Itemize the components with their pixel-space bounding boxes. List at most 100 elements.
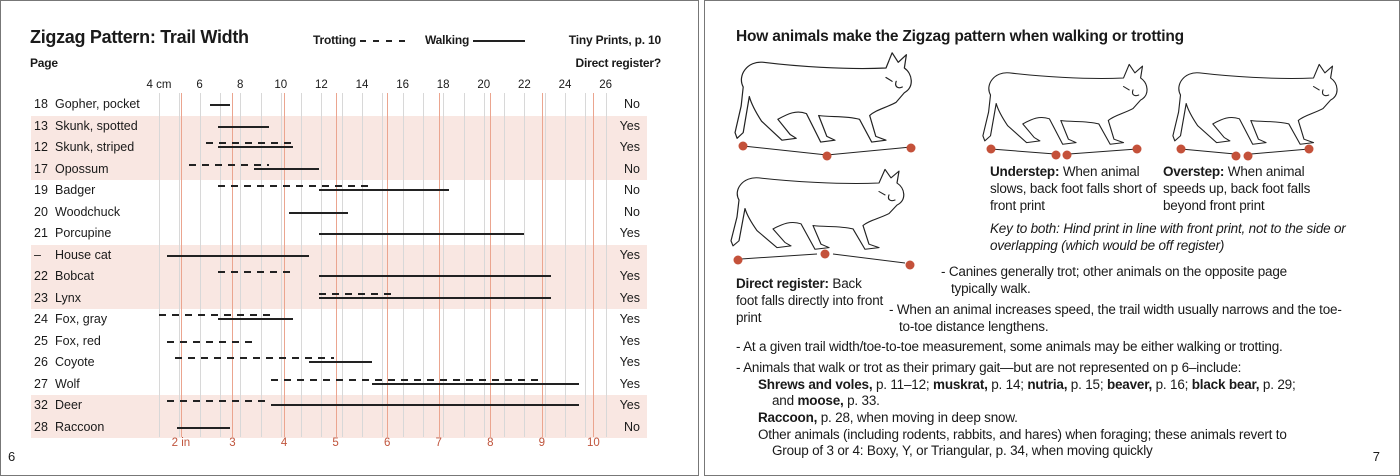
direct-register-value: Yes <box>619 376 640 391</box>
understep-term: Understep: <box>990 164 1060 179</box>
raccoon-label: Raccoon, <box>758 410 818 425</box>
direct-register-value: Yes <box>619 312 640 326</box>
page-ref: 22 <box>34 269 48 283</box>
animal-name: Bobcat <box>55 269 94 283</box>
row-label: 22 Bobcat <box>34 269 94 283</box>
left-page: Zigzag Pattern: Trail Width Trotting Wal… <box>0 0 699 476</box>
bullet-speed: - When an animal increases speed, the tr… <box>889 302 1342 334</box>
trotting-range-bar <box>175 357 334 359</box>
cm-gridline <box>362 93 363 437</box>
trotting-range-bar <box>217 271 293 273</box>
animal-name: Fox, gray <box>55 312 108 326</box>
cm-gridline <box>382 93 384 437</box>
direct-register-value: Yes <box>619 333 640 348</box>
page-ref: 27 <box>34 376 48 391</box>
cm-gridline <box>483 93 485 437</box>
trotting-range-bar <box>167 400 269 402</box>
direct-register-text: Back foot falls directly into front prin… <box>736 276 884 325</box>
cm-gridline <box>402 93 404 437</box>
legend-trotting-label: Trotting <box>313 33 357 47</box>
row-label: 19 Badger <box>34 183 95 197</box>
walking-range-bar <box>177 426 231 429</box>
cm-gridline <box>524 93 526 437</box>
walking-range-bar <box>270 404 580 406</box>
understep-caption: Understep: When animal slows, back foot … <box>990 163 1160 214</box>
include-other1: Other animals (including rodents, rabbit… <box>758 427 1287 442</box>
animal-name: Wolf <box>55 376 80 391</box>
page-ref: 12 <box>34 140 48 154</box>
cm-tick-label: 14 <box>355 79 369 91</box>
direct-register-value: No <box>624 419 640 434</box>
animal-name: Gopher, pocket <box>55 97 140 111</box>
dashed-line-swatch <box>360 39 407 42</box>
trotting-range-bar <box>167 340 257 343</box>
cm-gridline <box>321 93 323 437</box>
row-shading <box>31 416 647 438</box>
cm-tick-label: 22 <box>517 79 531 91</box>
inch-tick-label: 3 <box>229 437 236 449</box>
trotting-range-bar <box>159 314 271 316</box>
row-label: 23 Lynx <box>34 291 81 305</box>
direct-register-value: No <box>624 204 640 219</box>
inch-gridline <box>387 93 389 437</box>
include-raccoon: Raccoon, p. 28, when moving in deep snow… <box>758 409 1018 426</box>
understep-footprints <box>986 144 1142 160</box>
animal-name: Skunk, spotted <box>55 118 138 133</box>
key-note: Key to both: Hind print in line with fro… <box>990 221 1346 253</box>
row-label: 27 Wolf <box>34 377 80 391</box>
trotting-range-bar <box>217 185 371 187</box>
inch-tick-label: 9 <box>538 437 546 449</box>
cm-gridline <box>463 93 465 437</box>
include-list-line1: Shrews and voles, p. 11–12; muskrat, p. … <box>758 376 1296 393</box>
source-reference: Tiny Prints, p. 10 <box>568 33 661 47</box>
row-label: 25 Fox, red <box>34 334 101 348</box>
direct-register-term: Direct register: <box>736 276 829 291</box>
cm-gridline <box>199 93 201 437</box>
cm-tick-label: 16 <box>396 79 409 91</box>
include-other2: Group of 3 or 4: Boxy, Y, or Triangular,… <box>772 443 1153 458</box>
animal-name: Badger <box>55 183 96 197</box>
animal-name: Porcupine <box>55 226 112 240</box>
row-label: 24 Fox, gray <box>34 312 107 326</box>
cm-tick-label: 12 <box>314 79 328 91</box>
cm-gridline <box>179 93 181 437</box>
cm-gridline <box>341 93 343 437</box>
legend-walking: Walking <box>425 33 526 47</box>
page-number: 6 <box>8 449 16 464</box>
direct-register-value: Yes <box>619 140 640 154</box>
inch-gridline <box>232 93 234 437</box>
cm-tick-label: 6 <box>196 79 203 91</box>
cm-gridline <box>159 93 160 437</box>
page-title: How animals make the Zigzag pattern when… <box>736 28 1184 45</box>
inch-tick-label: 6 <box>383 437 391 449</box>
inch-gridline <box>593 93 595 437</box>
trotting-range-bar <box>189 163 269 166</box>
cm-tick-label: 24 <box>558 79 572 91</box>
page-ref: 26 <box>34 355 48 369</box>
direct-register-value: Yes <box>619 118 640 133</box>
cm-tick-label: 20 <box>477 79 491 91</box>
bullet-trail-width: - At a given trail width/toe-to-toe meas… <box>736 339 1283 354</box>
overstep-term: Overstep: <box>1163 164 1225 179</box>
inch-gridline <box>180 93 182 437</box>
walking-range-bar <box>217 125 269 128</box>
direct-register-footprints <box>733 249 915 270</box>
direct-register-value: Yes <box>619 226 640 240</box>
footprint-line <box>738 141 916 161</box>
walking-cat-illustration <box>734 52 912 143</box>
row-shading <box>31 244 647 266</box>
right-page: How animals make the Zigzag pattern when… <box>704 0 1400 476</box>
walking-range-bar <box>319 296 551 299</box>
beaver-page: p. 16; <box>1152 377 1192 392</box>
overstep-footprints <box>1176 144 1314 161</box>
overstep-caption: Overstep: When animal speeds up, back fo… <box>1163 163 1333 214</box>
understep-cat-illustration <box>982 63 1148 145</box>
bullet-other-animals: - Animals that walk or trot as their pri… <box>736 360 1242 375</box>
page-ref: 18 <box>34 97 48 111</box>
row-label: 20 Woodchuck <box>34 205 120 219</box>
cm-gridline <box>260 93 262 437</box>
page-ref: 32 <box>34 398 48 412</box>
row-shading <box>31 137 647 159</box>
row-shading <box>31 158 647 180</box>
row-label: 13 Skunk, spotted <box>34 119 138 133</box>
